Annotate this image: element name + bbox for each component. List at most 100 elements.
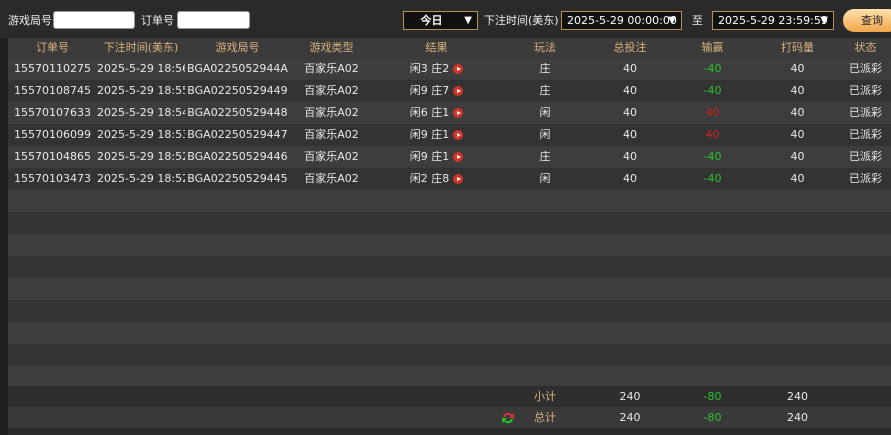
cell-text: 40 [623,62,637,75]
cell: 40 [670,124,755,146]
play-icon[interactable] [453,86,464,96]
cell-text: 庄 [539,150,551,163]
footer-cell: -80 [703,411,722,424]
cell-text: 庄 [539,84,551,97]
cell: -40 [670,58,755,80]
play-icon[interactable] [453,152,464,162]
empty-row [8,344,891,366]
cell: 2025-5-29 18:56 [97,58,185,80]
order-input[interactable] [177,11,250,29]
cell: -40 [670,168,755,190]
empty-row [8,322,891,344]
play-icon[interactable] [453,64,464,74]
cell: 15570107633 [8,102,97,124]
table-row: 15570108745 2025-5-29 18:55 BGA02250529449… [8,80,891,102]
play-icon[interactable] [453,174,464,184]
play-icon[interactable] [453,130,464,140]
cell-text: 40 [790,84,805,97]
cell: 闲2 庄8 [373,168,500,190]
cell: 40 [590,102,670,124]
cell: 40 [755,102,840,124]
table-row: 15570104865 2025-5-29 18:52 BGA02250529446… [8,146,891,168]
footer-cell: 240 [619,390,641,403]
cell: 15570108745 [8,80,97,102]
label: 下注时间(美东) [484,14,559,27]
table-header: 订单号 下注时间(美东) 游戏局号 游戏类型 结果 玩法 总投注 输赢 打码量 状态 [8,38,891,58]
cell-text: 2025-5-29 18:53 [97,128,185,141]
cell: 已派彩 [840,146,891,168]
cell: 已派彩 [840,58,891,80]
cell-text: 40 [790,62,805,75]
cell: BGA02250529446 [185,146,290,168]
cell-text: 闲9 庄1 [409,128,450,141]
header-cell: 结果 [425,41,448,54]
cell: 2025-5-29 18:55 [97,80,185,102]
cell: 已派彩 [840,124,891,146]
cell-text: BGA02250529445 [187,172,288,185]
empty-row [8,212,891,234]
cell: 闲9 庄1 [373,146,500,168]
cell-text: 百家乐A02 [304,128,359,141]
header-cell: 游戏类型 [309,41,354,54]
end-select[interactable]: 2025-5-29 23:59:59 [712,11,834,30]
cell-text: 闲 [539,172,551,185]
search-button[interactable]: 查询 [843,9,891,32]
cell: 40 [590,146,670,168]
cell-text: 百家乐A02 [304,106,359,119]
cell-text: 已派彩 [849,62,882,75]
footer-cell: 240 [787,390,808,403]
cell: 40 [755,58,840,80]
subtotal-row: 小计 240 -80 240 [8,386,891,407]
cell-text: -40 [703,150,722,163]
cell: 2025-5-29 18:53 [97,124,185,146]
footer-cell: 240 [619,411,641,424]
cell: 40 [755,168,840,190]
cell-text: 15570106099 [14,128,91,141]
cell: 40 [590,80,670,102]
header-cell: 订单号 [36,41,69,54]
game-id-input[interactable] [53,11,135,29]
refresh-icon[interactable] [501,411,515,425]
table-row: 15570110275 2025-5-29 18:56 BGA0225052944A… [8,58,891,80]
header-cell: 状态 [854,41,877,54]
empty-row [8,234,891,256]
cell-text: 2025-5-29 18:56 [97,62,185,75]
cell-text: 闲2 庄8 [409,172,450,185]
cell-text: -40 [703,84,722,97]
empty-row [8,256,891,278]
cell-text: 闲3 庄2 [409,62,450,75]
cell: 40 [590,58,670,80]
label: 游戏局号 [8,14,52,27]
cell-text: 百家乐A02 [304,150,359,163]
cell-text: 百家乐A02 [304,172,359,185]
cell-text: 闲9 庄7 [409,84,450,97]
play-icon[interactable] [453,108,464,118]
cell-text: 40 [623,128,637,141]
cell: 百家乐A02 [290,146,373,168]
cell: 2025-5-29 18:54 [97,102,185,124]
cell: BGA02250529447 [185,124,290,146]
cell-text: 已派彩 [849,128,882,141]
empty-row [8,300,891,322]
header-cell: 总投注 [613,41,647,54]
cell: 百家乐A02 [290,102,373,124]
cell: BGA02250529445 [185,168,290,190]
cell: -40 [670,80,755,102]
cell-text: BGA02250529446 [187,150,288,163]
cell: 庄 [500,58,590,80]
start-select[interactable]: 2025-5-29 00:00:00 [561,11,682,30]
total-row: 总计 240 -80 240 [8,407,891,428]
cell: 40 [590,168,670,190]
cell: 闲 [500,124,590,146]
cell-text: BGA02250529449 [187,84,288,97]
cell: 已派彩 [840,80,891,102]
cell: 15570104865 [8,146,97,168]
period-select[interactable]: 今日 [403,11,478,30]
cell-text: 40 [623,172,637,185]
cell: 15570103473 [8,168,97,190]
cell: 庄 [500,146,590,168]
cell-text: 已派彩 [849,84,882,97]
cell-text: 已派彩 [849,150,882,163]
cell: 40 [590,124,670,146]
